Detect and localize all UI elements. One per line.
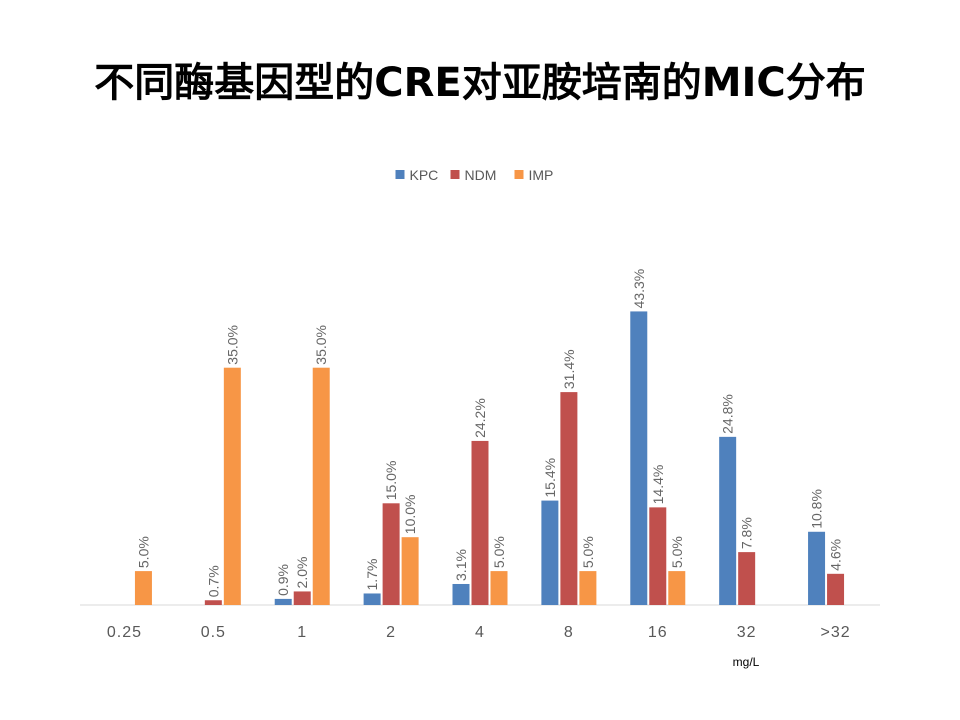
data-label: 5.0% (669, 536, 685, 568)
bar-imp (490, 571, 508, 605)
data-label: 35.0% (313, 325, 329, 365)
data-labels-group: 5.0% 0.7% 35.0% 0.9% 2.0% 35.0% 1.7% 15.0%10.0%… (135, 269, 843, 598)
bar-imp (401, 537, 419, 605)
data-label: 2.0% (294, 557, 310, 589)
x-tick-label: 2 (386, 624, 396, 641)
bar-ndm (471, 440, 489, 605)
x-tick-label: 16 (648, 624, 668, 641)
x-tick-label: >32 (820, 624, 850, 641)
bar-ndm (649, 507, 667, 605)
legend-swatch-ndm (450, 170, 460, 179)
legend-swatch-imp (514, 170, 524, 179)
bar-imp (312, 367, 330, 605)
bars-group (134, 311, 845, 605)
legend-label-kpc: KPC (410, 167, 439, 183)
data-label: 35.0% (224, 325, 240, 365)
x-tick-label: 4 (475, 624, 485, 641)
data-label: 24.8% (720, 394, 736, 434)
x-tick-label: 1 (297, 624, 307, 641)
legend-swatch-kpc (395, 170, 405, 179)
bar-ndm (204, 600, 222, 605)
legend: KPC NDM IMP (395, 167, 554, 183)
data-label: 24.2% (472, 398, 488, 438)
x-axis-unit-label: mg/L (733, 655, 760, 669)
bar-ndm (827, 573, 845, 605)
bar-kpc (630, 311, 648, 605)
bar-kpc (719, 436, 737, 605)
data-label: 5.0% (491, 536, 507, 568)
bar-imp (668, 571, 686, 605)
legend-label-imp: IMP (529, 167, 554, 183)
bar-ndm (560, 392, 578, 605)
data-label: 15.0% (383, 461, 399, 501)
data-label: 4.6% (828, 539, 844, 571)
bar-imp (579, 571, 597, 605)
bar-imp (223, 367, 241, 605)
data-label: 3.1% (453, 549, 469, 581)
data-label: 43.3% (631, 269, 647, 309)
x-tick-label: 8 (564, 624, 574, 641)
data-label: 10.8% (809, 489, 825, 529)
bar-kpc (541, 500, 559, 605)
bar-ndm (738, 552, 756, 605)
data-label: 31.4% (561, 349, 577, 389)
legend-label-ndm: NDM (465, 167, 497, 183)
data-label: 10.0% (402, 494, 418, 534)
bar-kpc (452, 583, 470, 605)
x-tick-label: 32 (737, 624, 757, 641)
data-label: 15.4% (542, 458, 558, 498)
bar-ndm (293, 591, 311, 605)
bar-ndm (382, 503, 400, 605)
data-label: 5.0% (580, 536, 596, 568)
bar-kpc (808, 531, 826, 605)
data-label: 0.9% (275, 564, 291, 596)
x-tick-label: 0.25 (107, 624, 142, 641)
data-label: 14.4% (650, 465, 666, 505)
bar-kpc (274, 598, 292, 605)
data-label: 0.7% (205, 565, 221, 597)
data-label: 1.7% (364, 559, 380, 591)
chart-title: 不同酶基因型的CRE对亚胺培南的MIC分布 (94, 60, 866, 106)
bar-imp (134, 571, 152, 605)
x-tick-label: 0.5 (201, 624, 226, 641)
x-tick-labels: 0.25 0.5 1 2 4 8 16 32 >32 (107, 624, 850, 641)
bar-kpc (363, 593, 381, 605)
data-label: 7.8% (739, 517, 755, 549)
data-label: 5.0% (135, 536, 151, 568)
